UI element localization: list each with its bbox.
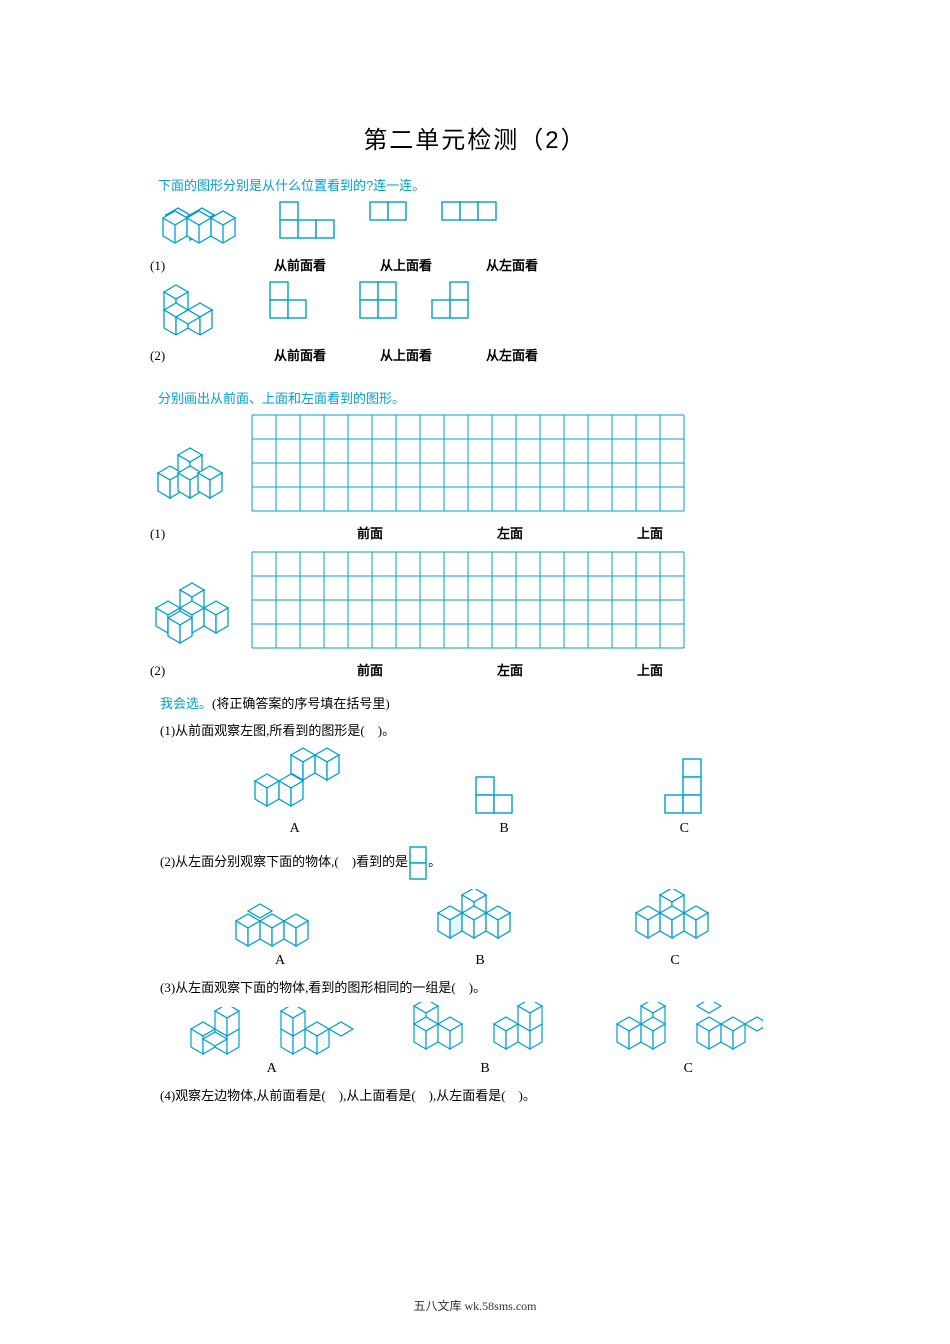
s1-row2-labels: (2) 从前面看 从上面看 从左面看 [150,345,800,364]
q3-opt-c: C [613,1002,763,1077]
q2-text-suffix: 。 [428,854,441,869]
q3-opt-b: B [410,1002,560,1077]
label-left-s2-1: 左面 [440,523,580,542]
section-3-heading: 我会选。 [160,696,212,711]
q3-text: (3)从左面观察下面的物体,看到的图形相同的一组是( )。 [160,977,800,996]
section-2: 分别画出从前面、上面和左面看到的图形。 [150,388,800,679]
q1-options: A B C [180,747,770,837]
q1-opt-c: C [663,757,705,837]
q2-opt-a-label: A [230,953,330,969]
s1-row2-figures [158,280,800,335]
section-3-heading-suffix: (将正确答案的序号填在括号里) [212,696,390,711]
grid-2 [250,550,686,650]
page-title: 第二单元检测（2） [150,120,800,155]
s1-row1-figures [158,200,800,245]
q1-opt-c-label: C [663,821,705,837]
label-top-1: 从上面看 [376,255,436,274]
s1-idx-1: (1) [150,258,180,274]
label-front-s2-2: 前面 [300,660,440,679]
q3-opt-a: A [187,1007,357,1077]
section-2-heading: 分别画出从前面、上面和左面看到的图形。 [158,388,800,407]
label-top-2: 从上面看 [376,345,436,364]
section-1-heading: 下面的图形分别是从什么位置看到的?连一连。 [158,175,800,194]
q1-opt-a-label: A [245,821,345,837]
flat-shape-4 [268,280,328,320]
q2-opt-c: C [630,889,720,969]
section-1: 下面的图形分别是从什么位置看到的?连一连。 [150,175,800,364]
q2-text-prefix: (2)从左面分别观察下面的物体,( )看到的是 [160,854,408,869]
q3-opt-b-label: B [410,1061,560,1077]
flat-shape-2 [368,200,410,222]
q2-inline-shape [408,845,428,881]
footer-text: 五八文库 wk.58sms.com [0,1297,950,1314]
q3-opt-a-label: A [187,1061,357,1077]
s1-idx-2: (2) [150,348,180,364]
cube-3d-row [158,200,248,245]
s2-idx-2: (2) [150,663,180,679]
q1-opt-b-label: B [474,821,534,837]
flat-shape-5 [358,280,400,320]
label-top-s2-2: 上面 [580,660,720,679]
cube-3d-s2-1 [150,443,250,513]
q1-3d: A [245,747,345,837]
cube-3d-s2-2 [150,580,250,650]
q1-text: (1)从前面观察左图,所看到的图形是( )。 [160,720,800,739]
grid-1 [250,413,686,513]
q2-options: A [180,889,770,969]
q2-opt-b-label: B [430,953,530,969]
section-3: 我会选。(将正确答案的序号填在括号里) (1)从前面观察左图,所看到的图形是( … [150,693,800,1104]
s1-row1-labels: (1) 从前面看 从上面看 从左面看 [150,255,800,274]
q3-options: A [160,1002,790,1077]
flat-shape-6 [430,280,490,320]
flat-shape-3 [440,200,500,222]
cube-3d-lstack [158,280,238,335]
s2-row2-labels: (2) 前面 左面 上面 [150,660,800,679]
label-left-s2-2: 左面 [440,660,580,679]
q2-opt-a: A [230,899,330,969]
s2-row-1 [150,413,800,513]
q2-text-row: (2)从左面分别观察下面的物体,( )看到的是 。 [160,845,800,881]
label-top-s2-1: 上面 [580,523,720,542]
label-front-1: 从前面看 [270,255,330,274]
label-left-1: 从左面看 [482,255,542,274]
q4-text: (4)观察左边物体,从前面看是( ),从上面看是( ),从左面看是( )。 [160,1085,800,1104]
section-3-heading-row: 我会选。(将正确答案的序号填在括号里) [160,693,800,712]
label-left-2: 从左面看 [482,345,542,364]
s2-row-2 [150,550,800,650]
s2-idx-1: (1) [150,526,180,542]
flat-shape-1 [278,200,338,240]
q2-opt-b: B [430,889,530,969]
label-front-2: 从前面看 [270,345,330,364]
s2-row1-labels: (1) 前面 左面 上面 [150,523,800,542]
q2-opt-c-label: C [630,953,720,969]
q1-opt-b: B [474,775,534,837]
label-front-s2-1: 前面 [300,523,440,542]
q3-opt-c-label: C [613,1061,763,1077]
